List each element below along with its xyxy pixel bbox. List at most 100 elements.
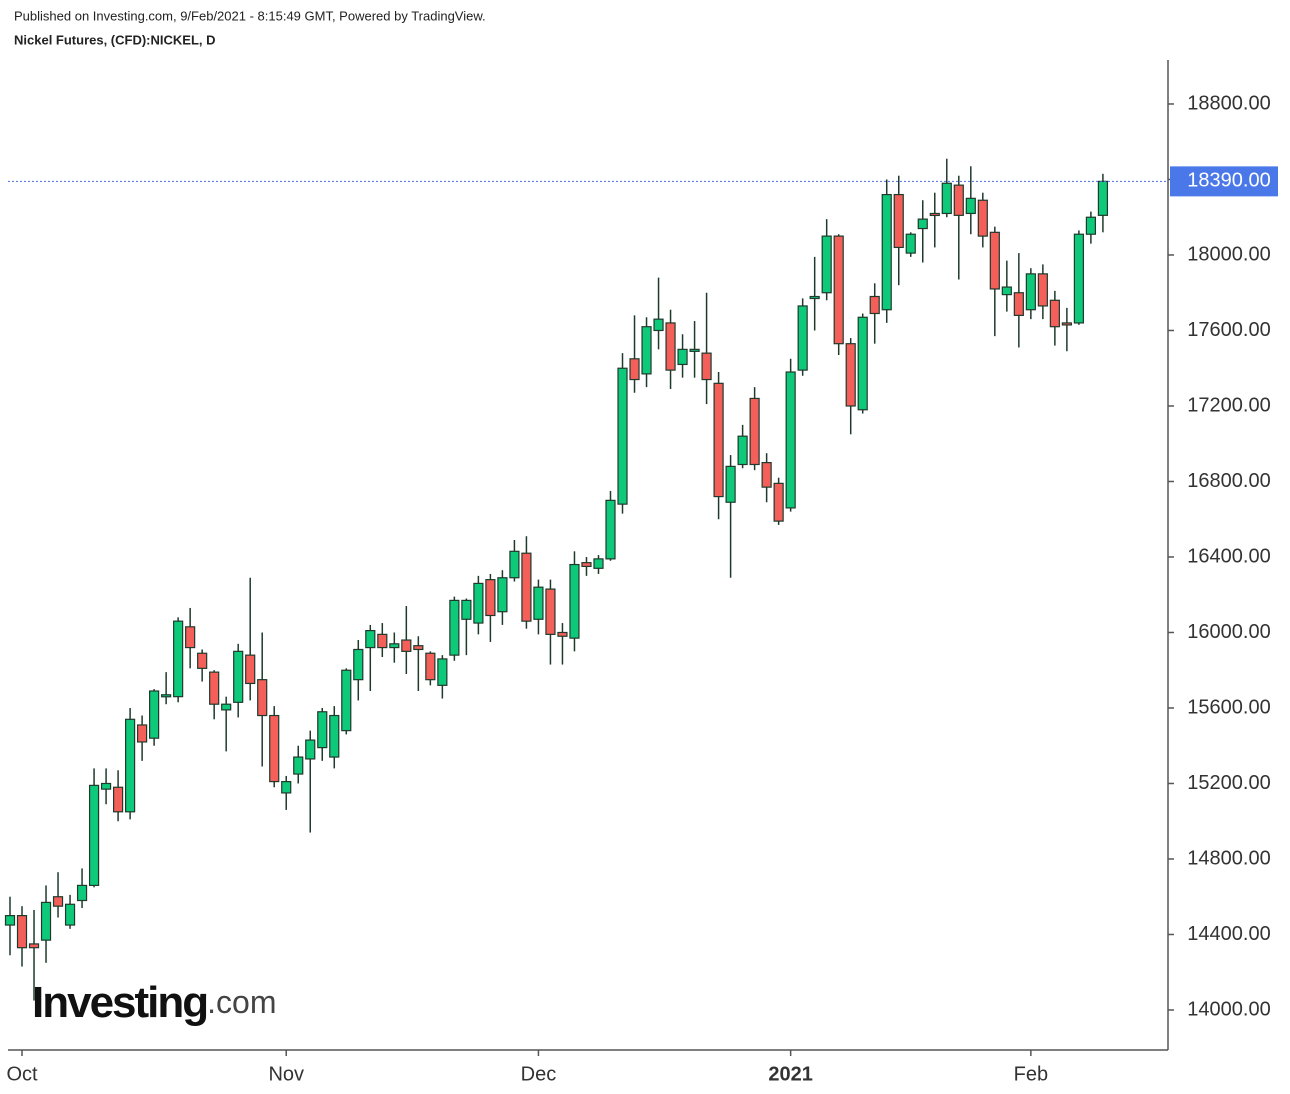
candle-body [533,586,544,620]
y-tick-label: 17200.00 [1187,394,1270,416]
candle-body [161,694,172,698]
candle-body [149,690,160,739]
y-tick-label: 14000.00 [1187,998,1270,1020]
candle-body [881,193,892,311]
x-tick-label: Dec [521,1063,557,1085]
candle-body [449,599,460,656]
candle-body [941,182,952,215]
candle-body [473,582,484,624]
y-tick-label: 18000.00 [1187,243,1270,265]
candle-body [329,714,340,758]
candle-body [797,305,808,371]
candle-body [485,579,496,617]
candle-body [1037,273,1048,307]
candle-body [257,679,268,717]
candle-body [353,648,364,681]
candle-body [341,669,352,732]
candle-body [401,639,412,652]
y-tick-label: 14400.00 [1187,923,1270,945]
candle-body [305,739,316,760]
candle-body [413,645,424,651]
candle-body [1097,180,1109,216]
y-tick-label: 15200.00 [1187,772,1270,794]
candle-body [40,901,52,941]
candle-body [281,780,292,794]
last-price-label: 18390.00 [1187,170,1270,192]
candle-body [545,588,556,635]
candle-body [581,562,592,568]
candle-body [977,199,988,237]
candle-body [737,435,748,466]
candle-body [1073,233,1084,324]
y-tick-label: 16000.00 [1187,621,1270,643]
candle-body [497,577,508,613]
candle-body [773,482,784,522]
candle-body [209,671,220,705]
candle-body [521,552,532,622]
candle-body [989,231,1000,290]
candle-body [1013,292,1024,316]
candle-body [665,322,676,371]
y-tick-label: 16800.00 [1187,470,1270,492]
candle-body [28,943,40,949]
candle-body [293,756,304,775]
candle-body [269,714,280,783]
candle-body [749,397,760,466]
candle-body [52,896,64,907]
x-tick-label: Feb [1014,1063,1048,1085]
x-tick-label: Oct [6,1063,38,1085]
candle-body [221,703,232,711]
last-price-box [1170,166,1278,197]
candle-body [16,915,28,949]
candle-body [821,235,832,294]
candle-body [629,358,640,381]
candle-body [809,295,820,300]
candle-body [124,718,136,813]
y-tick-label: 17600.00 [1187,319,1270,341]
candle-body [617,367,628,505]
candle-body [317,711,328,749]
candle-body [64,903,76,926]
candle-body [713,382,724,498]
candle-body [100,782,112,790]
candle-body [905,233,916,254]
candle-body [4,915,16,926]
candle-body [1049,299,1060,328]
candle-body [112,786,124,813]
candle-body [701,352,712,381]
candle-body [173,620,184,698]
candle-body [389,643,400,649]
y-tick-label: 15600.00 [1187,696,1270,718]
header: Published on Investing.com, 9/Feb/2021 -… [14,8,486,23]
y-tick-label: 14800.00 [1187,847,1270,869]
watermark-suffix: .com [207,984,276,1020]
candle-body [845,343,856,407]
candle-body [761,462,772,488]
candle-body [425,652,436,681]
y-tick-label: 16400.00 [1187,545,1270,567]
watermark: Investing.com [32,978,277,1027]
candle-body [1061,322,1072,326]
candle-body [185,626,196,649]
candle-body [653,318,664,332]
candle-body [593,558,604,569]
x-tick-label: 2021 [768,1063,813,1085]
candle-body [197,652,208,669]
candle-body [917,218,928,230]
candle-body [365,629,376,649]
chart-title: Nickel Futures, (CFD):NICKEL, D [14,32,216,47]
candle-body [233,650,244,703]
candle-body [965,197,976,215]
candle-body [1025,273,1036,311]
candle-body [893,193,904,249]
candle-body [557,631,568,637]
candle-body [1085,216,1097,235]
candle-body [569,563,580,639]
candle-body [76,884,88,902]
candle-body [1001,286,1012,296]
candle-body [689,348,700,352]
candle-body [509,550,520,579]
candle-body [785,371,796,509]
